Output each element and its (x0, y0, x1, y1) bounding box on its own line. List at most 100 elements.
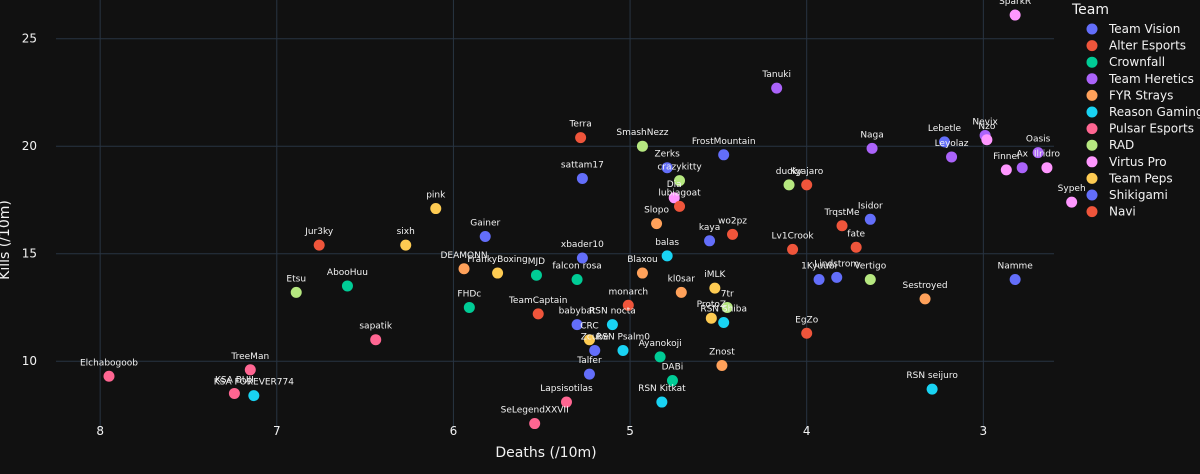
data-point[interactable] (920, 293, 931, 304)
data-point[interactable] (572, 274, 583, 285)
legend-marker (1087, 57, 1098, 68)
data-point[interactable] (787, 244, 798, 255)
legend-label: RAD (1109, 138, 1134, 152)
data-point[interactable] (400, 240, 411, 251)
point-label: Slopo (644, 206, 669, 216)
data-point[interactable] (229, 388, 240, 399)
point-label: iMLK (704, 270, 726, 280)
data-point[interactable] (1010, 274, 1021, 285)
data-point[interactable] (801, 179, 812, 190)
data-point[interactable] (577, 173, 588, 184)
point-label: Lapsisotilas (540, 384, 593, 394)
legend-marker (1087, 190, 1098, 201)
point-label: Zcube (581, 332, 610, 342)
data-point[interactable] (831, 272, 842, 283)
point-label: crazykitty (657, 163, 702, 173)
data-point[interactable] (801, 328, 812, 339)
data-point[interactable] (342, 280, 353, 291)
data-point[interactable] (704, 235, 715, 246)
legend-marker (1087, 140, 1098, 151)
legend-marker (1087, 90, 1098, 101)
point-label: babybat (559, 307, 596, 317)
data-point[interactable] (575, 132, 586, 143)
data-point[interactable] (248, 390, 259, 401)
point-label: monarch (608, 287, 648, 297)
data-point[interactable] (716, 360, 727, 371)
point-label: SparkR (999, 0, 1031, 7)
point-label: Lv1Crook (772, 231, 815, 241)
data-point[interactable] (607, 319, 618, 330)
point-label: Talfer (576, 356, 602, 366)
data-point[interactable] (1010, 10, 1021, 21)
point-label: TeamCaptain (508, 296, 568, 306)
data-point[interactable] (430, 203, 441, 214)
data-point[interactable] (291, 287, 302, 298)
data-point[interactable] (662, 250, 673, 261)
data-point[interactable] (865, 274, 876, 285)
data-point[interactable] (1001, 164, 1012, 175)
data-point[interactable] (245, 364, 256, 375)
point-label: TrqstMe (824, 208, 860, 218)
point-label: RSN Kitkat (638, 384, 686, 394)
x-axis-title: Deaths (/10m) (495, 445, 596, 461)
legend-label: Pulsar Esports (1109, 122, 1194, 136)
data-point[interactable] (529, 418, 540, 429)
data-point[interactable] (314, 240, 325, 251)
data-point[interactable] (655, 351, 666, 362)
data-point[interactable] (584, 369, 595, 380)
data-point[interactable] (837, 220, 848, 231)
data-point[interactable] (480, 231, 491, 242)
point-label: sixh (397, 227, 415, 237)
data-point[interactable] (651, 218, 662, 229)
point-label: EgZo (795, 315, 819, 325)
data-point[interactable] (814, 274, 825, 285)
legend-label: Navi (1109, 205, 1136, 219)
data-point[interactable] (867, 143, 878, 154)
data-point[interactable] (946, 151, 957, 162)
legend-marker (1087, 73, 1098, 84)
legend-label: Shikigami (1109, 188, 1168, 202)
legend-label: Team Heretics (1108, 72, 1194, 86)
data-point[interactable] (533, 308, 544, 319)
data-point[interactable] (464, 302, 475, 313)
point-label: Naga (860, 130, 883, 140)
point-label: Nzo (978, 122, 995, 132)
point-label: sapatik (359, 322, 392, 332)
point-label: Leyolaz (935, 139, 969, 149)
data-point[interactable] (674, 201, 685, 212)
data-point[interactable] (676, 287, 687, 298)
point-label: DABi (662, 363, 684, 373)
data-point[interactable] (637, 141, 648, 152)
data-point[interactable] (709, 283, 720, 294)
x-tick-label: 6 (450, 424, 458, 438)
data-point[interactable] (865, 214, 876, 225)
data-point[interactable] (727, 229, 738, 240)
data-point[interactable] (718, 317, 729, 328)
data-point[interactable] (1017, 162, 1028, 173)
data-point[interactable] (656, 397, 667, 408)
data-point[interactable] (851, 242, 862, 253)
data-point[interactable] (492, 268, 503, 279)
data-point[interactable] (771, 83, 782, 94)
point-label: SmashNezz (616, 128, 668, 138)
data-point[interactable] (927, 384, 938, 395)
legend-item[interactable]: RAD (1087, 138, 1135, 152)
data-point[interactable] (718, 149, 729, 160)
data-point[interactable] (618, 345, 629, 356)
data-point[interactable] (531, 270, 542, 281)
data-point[interactable] (784, 179, 795, 190)
x-tick-label: 7 (273, 424, 281, 438)
legend-item[interactable]: Navi (1087, 205, 1136, 219)
legend-label: Alter Esports (1109, 39, 1186, 53)
data-point[interactable] (1066, 197, 1077, 208)
legend-marker (1087, 156, 1098, 167)
y-tick-label: 10 (22, 354, 37, 368)
point-label: Ilridro (1034, 150, 1061, 160)
data-point[interactable] (370, 334, 381, 345)
data-point[interactable] (637, 268, 648, 279)
data-point[interactable] (981, 134, 992, 145)
legend-title: Team (1071, 2, 1109, 18)
data-point[interactable] (589, 345, 600, 356)
data-point[interactable] (103, 371, 114, 382)
data-point[interactable] (1041, 162, 1052, 173)
